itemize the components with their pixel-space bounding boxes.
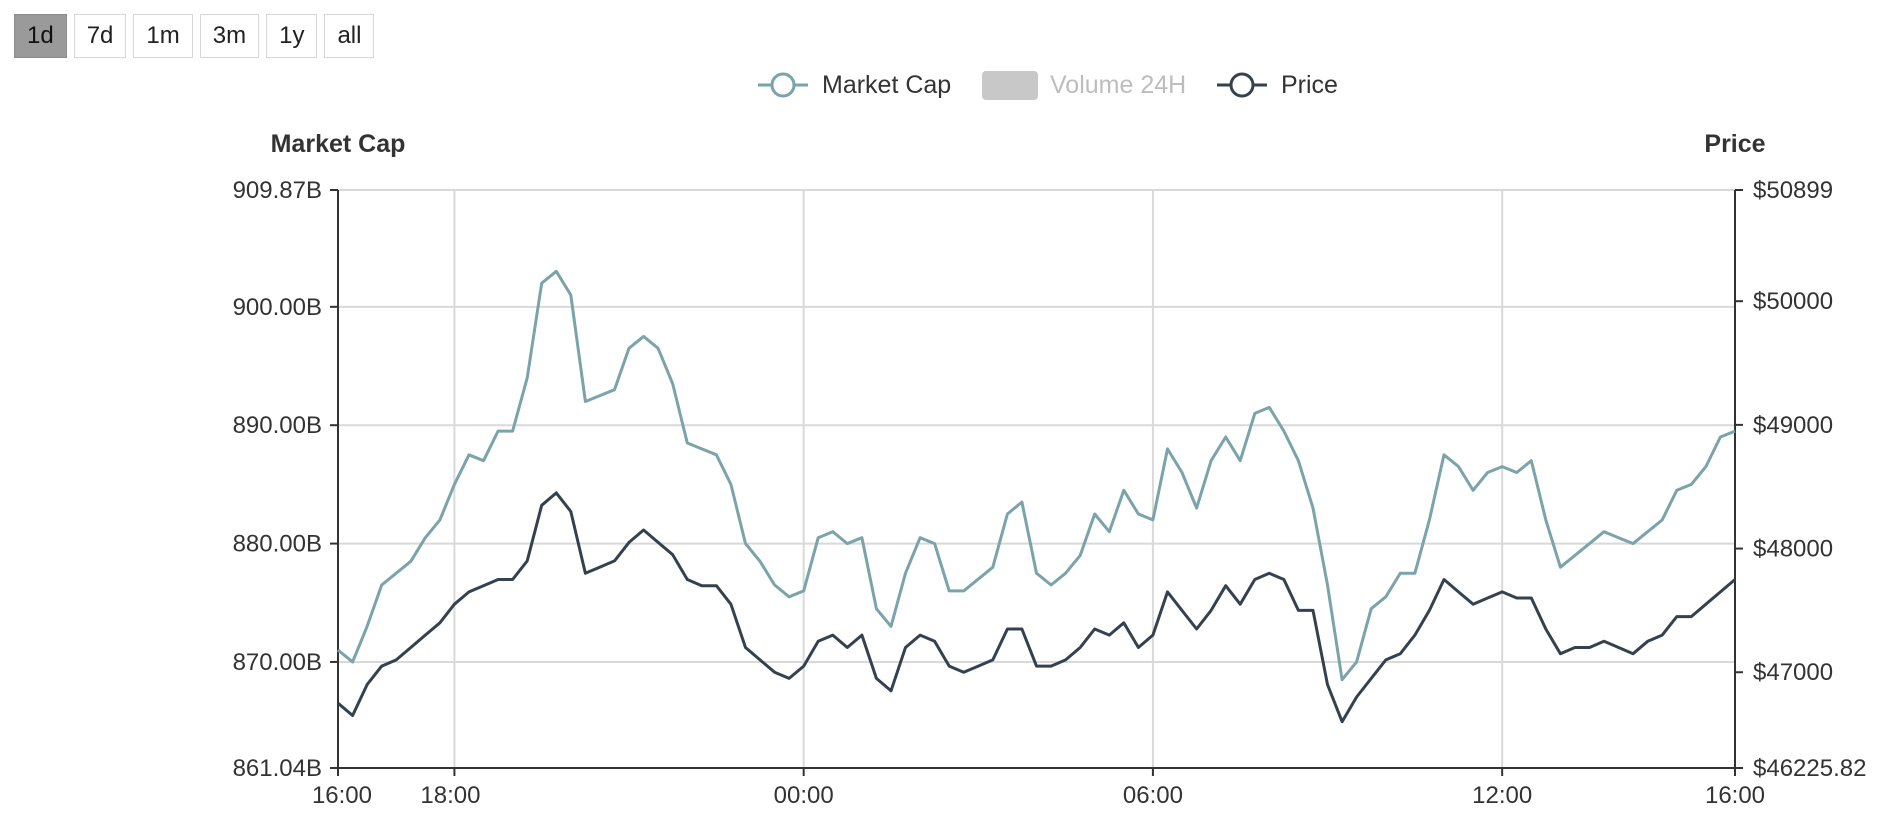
legend-label-market-cap: Market Cap [822,71,951,99]
legend: Market Cap Volume 24H Price [758,71,1338,100]
left-axis-title: Market Cap [271,130,406,158]
x-tick-label: 06:00 [1123,782,1183,809]
price-line [337,491,1736,724]
right-tick-label: $46225.82 [1753,755,1866,782]
circle-line-icon [770,72,796,98]
range-button-3m[interactable]: 3m [199,14,260,58]
x-tick-label: 16:00 [1705,782,1765,809]
legend-label-price: Price [1281,71,1338,99]
left-tick-label: 909.87B [233,177,322,204]
left-tick-label: 861.04B [233,755,322,782]
right-axis-title: Price [1704,130,1765,158]
series [337,269,1736,724]
legend-item-price[interactable]: Price [1217,71,1338,99]
range-button-1y[interactable]: 1y [266,14,318,58]
legend-label-volume-24h: Volume 24H [1050,71,1186,99]
ticks: 861.04B 870.00B 880.00B 890.00B 900.00B 909.8… [233,177,1867,809]
range-button-all[interactable]: all [324,14,375,58]
left-tick-label: 880.00B [233,531,322,558]
range-button-7d[interactable]: 7d [73,14,127,58]
right-tick-label: $50000 [1753,288,1833,315]
range-button-1m[interactable]: 1m [133,14,193,58]
left-tick-label: 870.00B [233,649,322,676]
x-tick-label: 16:00 [312,782,372,809]
circle-line-icon [1229,72,1255,98]
x-tick-label: 00:00 [774,782,834,809]
x-tick-label: 12:00 [1472,782,1532,809]
x-tick-label: 18:00 [420,782,480,809]
right-tick-label: $47000 [1753,659,1833,686]
market-cap-line [337,269,1736,682]
right-tick-label: $49000 [1753,412,1833,439]
left-tick-label: 890.00B [233,412,322,439]
right-tick-label: $48000 [1753,536,1833,563]
right-tick-label: $50899 [1753,177,1833,204]
range-selector: 1d 7d 1m 3m 1y all [14,14,375,58]
legend-item-volume-24h[interactable]: Volume 24H [982,71,1186,100]
left-tick-label: 900.00B [233,294,322,321]
legend-item-market-cap[interactable]: Market Cap [758,71,951,99]
rect-swatch-icon [982,71,1038,100]
range-button-1d[interactable]: 1d [14,14,67,58]
